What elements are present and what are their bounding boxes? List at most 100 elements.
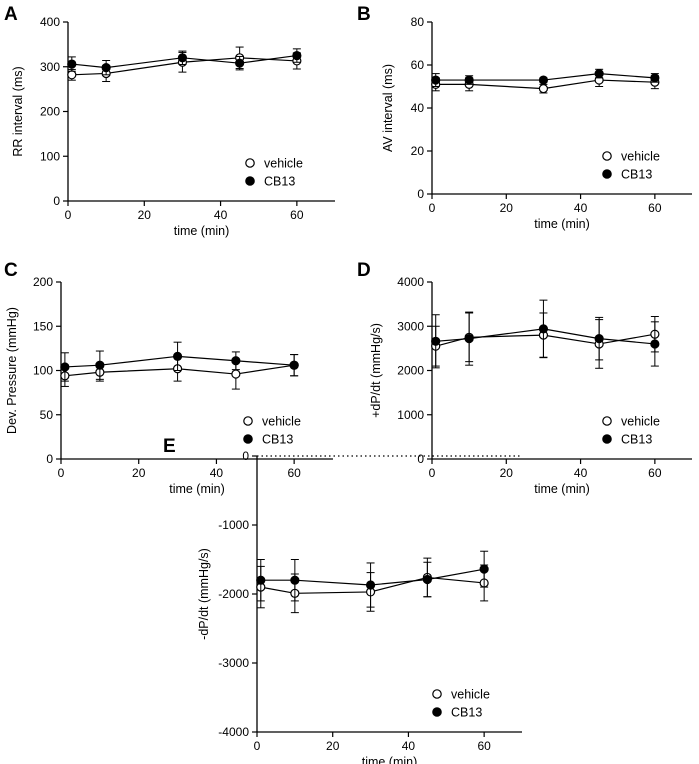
y-axis-title: RR interval (ms): [11, 66, 25, 156]
data-point: [538, 324, 549, 334]
panel-letter: E: [163, 436, 176, 457]
legend-label: CB13: [621, 433, 652, 447]
data-point: [101, 63, 111, 73]
data-point: [365, 580, 376, 590]
x-tick-label: 0: [429, 466, 436, 480]
y-tick-label: 50: [40, 408, 54, 422]
data-point: [231, 369, 241, 379]
chart-panel-a: A 0 100 200 300 400 0 20 40 60 time (min) RR interv…: [4, 4, 335, 238]
y-tick-label: 4000: [397, 275, 424, 289]
data-point: [650, 339, 660, 349]
legend: vehicle CB13: [243, 415, 301, 447]
x-tick-label: 20: [138, 208, 152, 222]
x-tick-label: 60: [648, 466, 662, 480]
legend: vehicle CB13: [602, 150, 660, 182]
x-axis-title: time (min): [174, 224, 230, 238]
legend-label: vehicle: [621, 415, 660, 429]
x-tick-label: 40: [210, 466, 224, 480]
y-tick-label: 0: [417, 452, 424, 466]
data-point: [67, 70, 77, 80]
data-point: [292, 50, 302, 61]
data-point: [67, 59, 77, 69]
x-axis-title: time (min): [362, 755, 418, 764]
y-tick-label: 0: [417, 187, 424, 201]
y-tick-label: 400: [40, 15, 60, 29]
y-tick-label: -1000: [218, 518, 249, 532]
y-axis-title: +dP/dt (mmHg/s): [369, 323, 383, 418]
x-tick-label: 20: [132, 466, 146, 480]
series-cb13: [256, 550, 489, 608]
legend-marker: [432, 689, 442, 699]
x-tick-label: 60: [290, 208, 304, 222]
y-tick-label: 150: [33, 319, 53, 333]
legend-label: vehicle: [451, 688, 490, 702]
data-point: [95, 360, 105, 370]
data-point: [594, 68, 604, 79]
y-tick-label: -3000: [218, 656, 249, 670]
panel-letter: D: [357, 260, 371, 281]
legend-marker: [602, 416, 612, 426]
x-tick-label: 20: [326, 739, 340, 753]
chart-panel-b: B 0 20 40 60 80 0 20 40 60 time (min) AV interval (…: [357, 4, 692, 231]
legend: vehicle CB13: [432, 688, 490, 720]
data-point: [289, 360, 299, 370]
legend-label: CB13: [621, 168, 652, 182]
y-tick-label: 100: [33, 364, 53, 378]
x-tick-label: 0: [429, 201, 436, 215]
legend-label: CB13: [262, 433, 293, 447]
x-tick-label: 20: [500, 201, 514, 215]
data-point: [431, 75, 441, 85]
x-tick-label: 20: [500, 466, 514, 480]
series-cb13: [67, 48, 302, 76]
x-tick-label: 40: [574, 466, 588, 480]
data-point: [650, 73, 660, 83]
data-point: [422, 574, 432, 585]
y-tick-label: 200: [40, 105, 60, 119]
y-tick-label: 0: [53, 194, 60, 208]
data-point: [464, 334, 474, 344]
data-point: [538, 84, 549, 94]
y-tick-label: 80: [411, 15, 425, 29]
legend-marker: [602, 169, 612, 179]
data-point: [60, 362, 70, 372]
y-axis-title: Dev. Pressure (mmHg): [5, 307, 19, 434]
panel-letter: B: [357, 4, 371, 25]
x-axis-title: time (min): [169, 482, 225, 496]
data-point: [172, 351, 183, 361]
y-tick-label: 2000: [397, 364, 424, 378]
y-tick-label: 0: [46, 452, 53, 466]
chart-panel-c: C 0 50 100 150 200 0 20 40 60 time (min) Dev. Press…: [4, 260, 333, 496]
legend: vehicle CB13: [602, 415, 660, 447]
chart-panel-d: D 0 1000 2000 3000 4000 0 20 40 60 time (min) +dP/d…: [357, 260, 692, 496]
series-cb13: [431, 299, 660, 369]
legend-marker: [432, 707, 442, 717]
legend-label: CB13: [264, 175, 295, 189]
x-tick-label: 40: [402, 739, 416, 753]
data-point: [256, 575, 266, 585]
legend-label: CB13: [451, 706, 482, 720]
y-tick-label: 0: [242, 449, 249, 463]
series-cb13: [431, 68, 660, 87]
legend-marker: [245, 158, 255, 168]
x-tick-label: 60: [477, 739, 491, 753]
data-point: [235, 58, 245, 68]
y-tick-label: -4000: [218, 725, 249, 739]
x-axis-title: time (min): [534, 482, 590, 496]
y-tick-label: -2000: [218, 587, 249, 601]
x-axis-title: time (min): [534, 217, 590, 231]
panel-letter: A: [4, 4, 18, 25]
data-point: [464, 75, 474, 85]
data-point: [177, 53, 188, 63]
y-axis-title: -dP/dt (mmHg/s): [197, 548, 211, 640]
panel-letter: C: [4, 260, 18, 281]
series-cb13: [60, 341, 299, 382]
x-tick-label: 60: [648, 201, 662, 215]
y-tick-label: 300: [40, 60, 60, 74]
data-point: [290, 575, 300, 585]
legend: vehicle CB13: [245, 157, 303, 189]
y-tick-label: 40: [411, 101, 425, 115]
y-tick-label: 3000: [397, 319, 424, 333]
x-tick-label: 0: [58, 466, 65, 480]
legend-label: vehicle: [262, 415, 301, 429]
